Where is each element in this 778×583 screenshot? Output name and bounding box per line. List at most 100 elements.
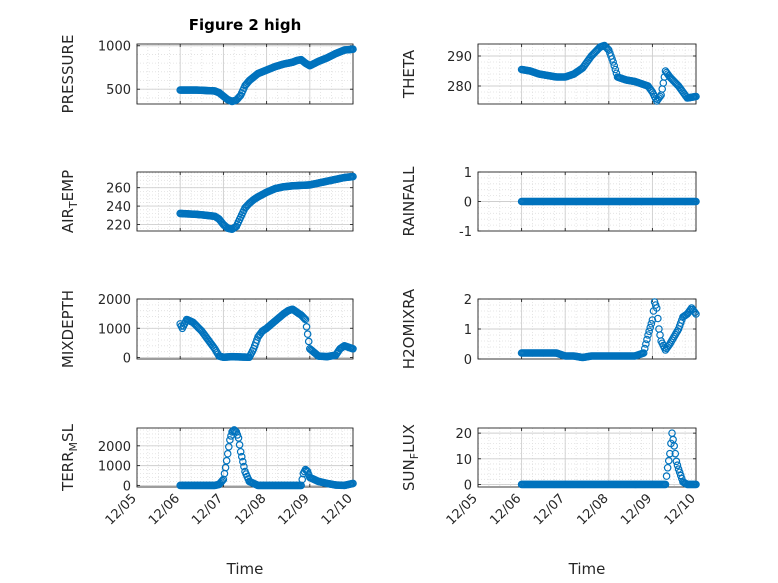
data-point — [235, 441, 244, 449]
data-point — [299, 313, 308, 322]
subplot-left-2: 220 240 260 AIRTEMP — [59, 170, 357, 234]
y-tick-label: 0 — [464, 353, 472, 368]
data-point — [218, 476, 227, 485]
data-point — [229, 427, 237, 435]
data-point — [349, 344, 357, 353]
data-point — [236, 447, 245, 456]
data-point — [673, 461, 682, 470]
axes-box — [136, 427, 354, 488]
y-tick-label: 260 — [106, 182, 131, 197]
series-markers — [517, 429, 700, 489]
data-point — [674, 465, 683, 473]
data-point — [349, 479, 357, 488]
y-tick-label: 500 — [106, 83, 131, 98]
y-tick-label: 0 — [123, 479, 131, 494]
data-point — [349, 45, 357, 54]
data-point — [642, 340, 650, 348]
x-axis-label: Time — [568, 560, 606, 578]
data-point — [647, 86, 656, 95]
series-markers — [517, 197, 700, 206]
series-markers — [517, 41, 700, 105]
data-point — [670, 442, 679, 450]
data-point — [644, 331, 652, 339]
data-point — [672, 457, 681, 466]
y-tick-label: 2000 — [98, 440, 131, 455]
y-tick-label: 280 — [447, 80, 472, 95]
data-point — [610, 61, 619, 70]
series-markers — [517, 298, 700, 362]
subplot-right-3: 0 1 2 H2OMIXRA — [400, 288, 700, 369]
y-axis-label: SUNFLUX — [400, 424, 421, 491]
data-point — [304, 337, 313, 346]
y-tick-label: 1000 — [98, 322, 131, 337]
data-point — [645, 327, 653, 336]
data-point — [664, 456, 673, 465]
data-point — [609, 58, 617, 66]
data-point — [661, 480, 670, 489]
y-axis-label: THETA — [400, 49, 418, 99]
data-point — [240, 462, 248, 471]
axes-box — [136, 43, 354, 105]
y-tick-label: 1 — [464, 323, 472, 338]
series-markers — [176, 45, 357, 106]
data-point — [237, 452, 246, 461]
data-point — [234, 434, 243, 442]
y-tick-label: -1 — [459, 225, 472, 240]
data-point — [602, 43, 611, 52]
data-point — [691, 308, 699, 317]
data-point — [648, 316, 657, 324]
y-tick-label: 2 — [464, 293, 472, 308]
axes-box — [477, 43, 697, 105]
series-markers — [176, 426, 357, 490]
data-point — [639, 349, 648, 357]
data-point — [676, 471, 685, 480]
y-axis-label: AIRTEMP — [59, 170, 80, 233]
y-tick-label: 0 — [464, 196, 472, 211]
data-point — [692, 480, 700, 489]
data-point — [222, 456, 231, 465]
y-tick-label: 0 — [123, 352, 131, 367]
y-tick-label: 20 — [455, 427, 472, 442]
data-point — [643, 335, 651, 344]
data-point — [640, 344, 649, 353]
data-point — [675, 468, 684, 477]
axes-box — [136, 171, 354, 232]
data-point — [692, 310, 700, 318]
y-axis-label: H2OMIXRA — [400, 288, 418, 369]
data-point — [692, 197, 700, 206]
x-axis-label: Time — [226, 560, 264, 578]
data-point — [603, 45, 612, 53]
y-axis-label: MIXDEPTH — [59, 290, 77, 368]
data-point — [300, 314, 309, 323]
data-point — [656, 92, 664, 101]
data-point — [239, 457, 247, 466]
data-point — [654, 314, 662, 323]
y-axis-label: TERRMSL — [59, 423, 80, 492]
data-point — [647, 319, 656, 328]
data-point — [226, 436, 234, 444]
subplot-left-1: 500 1000 PRESSURE — [59, 35, 357, 114]
y-axis-label: PRESSURE — [59, 35, 77, 114]
y-tick-label: 1000 — [98, 460, 131, 475]
data-point — [646, 323, 655, 332]
data-point — [221, 463, 230, 472]
series-markers — [176, 305, 357, 362]
y-tick-label: 2000 — [98, 293, 131, 308]
data-point — [671, 449, 680, 458]
data-point — [611, 65, 620, 74]
data-point — [662, 472, 671, 480]
data-point — [692, 92, 700, 101]
data-point — [301, 315, 310, 324]
y-tick-label: 0 — [464, 478, 472, 493]
y-tick-label: 1 — [464, 166, 472, 181]
data-point — [349, 172, 357, 181]
y-tick-label: 10 — [455, 453, 472, 468]
data-point — [652, 304, 661, 312]
data-point — [666, 449, 674, 458]
y-tick-label: 1000 — [98, 40, 131, 55]
data-point — [302, 322, 311, 331]
y-axis-label: RAINFALL — [400, 166, 418, 237]
data-point — [302, 466, 311, 475]
subplot-right-2: -1 0 1 RAINFALL — [400, 166, 700, 240]
